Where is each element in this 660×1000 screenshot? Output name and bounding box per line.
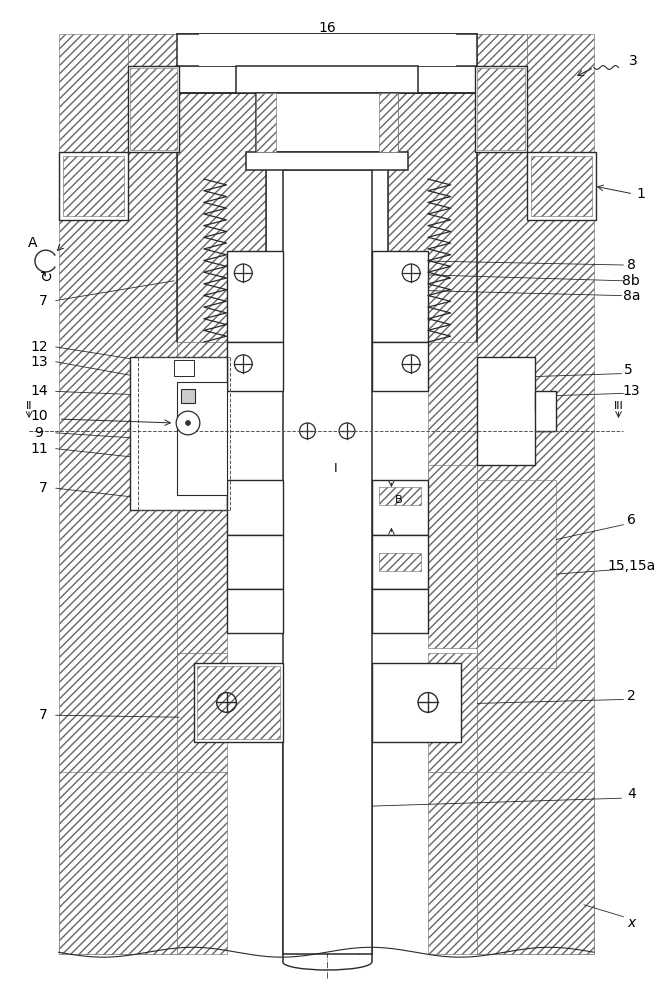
Circle shape — [185, 421, 191, 425]
Bar — [372, 342, 428, 391]
Bar — [428, 342, 477, 480]
Text: 9: 9 — [34, 426, 44, 440]
Text: 13: 13 — [30, 355, 48, 369]
Bar — [372, 589, 428, 633]
Text: B: B — [395, 495, 402, 505]
Bar — [372, 663, 461, 742]
Text: 8a: 8a — [622, 289, 640, 303]
Text: x: x — [627, 916, 636, 930]
Bar — [59, 772, 177, 954]
Bar — [130, 357, 194, 510]
Bar — [477, 772, 594, 954]
Bar — [226, 251, 282, 342]
Bar — [194, 663, 282, 742]
Text: 10: 10 — [30, 409, 48, 423]
Text: 15,15a: 15,15a — [607, 559, 655, 573]
Bar — [477, 34, 594, 954]
Bar — [226, 589, 282, 633]
Text: 11: 11 — [30, 442, 48, 456]
Bar — [177, 34, 477, 66]
Bar — [282, 170, 372, 954]
Bar — [177, 772, 226, 954]
Bar — [372, 251, 428, 342]
Bar — [372, 480, 428, 535]
Bar — [177, 342, 226, 480]
Text: II: II — [26, 401, 32, 411]
Bar — [372, 535, 428, 589]
Bar — [177, 653, 226, 772]
Bar — [477, 68, 525, 150]
Text: 13: 13 — [622, 384, 640, 398]
Text: III: III — [614, 401, 624, 411]
Bar — [177, 34, 477, 66]
Bar — [256, 93, 399, 152]
Bar — [475, 66, 527, 152]
Bar — [477, 357, 535, 465]
Bar — [59, 34, 177, 954]
Bar — [428, 653, 477, 772]
Bar — [379, 487, 421, 505]
Bar — [475, 34, 527, 93]
Text: 2: 2 — [627, 689, 636, 703]
Circle shape — [176, 411, 200, 435]
Bar — [236, 66, 418, 93]
Bar — [197, 666, 280, 739]
Bar — [177, 34, 477, 93]
Bar — [128, 34, 527, 93]
Text: A: A — [28, 236, 38, 250]
Bar — [389, 93, 477, 342]
Text: 5: 5 — [624, 363, 633, 377]
Bar — [256, 93, 276, 152]
Bar — [59, 152, 128, 220]
Bar — [63, 156, 124, 216]
Bar — [128, 66, 179, 152]
Bar — [428, 465, 477, 648]
Bar — [226, 480, 282, 535]
Text: 12: 12 — [30, 340, 48, 354]
Bar — [379, 93, 399, 152]
Bar — [128, 34, 179, 93]
Bar — [177, 93, 266, 342]
Bar — [226, 342, 282, 391]
Text: 14: 14 — [30, 384, 48, 398]
Text: 7: 7 — [38, 481, 48, 495]
Bar — [226, 535, 282, 589]
Text: 16: 16 — [318, 21, 336, 35]
Bar — [531, 156, 592, 216]
Bar — [59, 152, 128, 220]
Text: 8: 8 — [627, 258, 636, 272]
Bar — [130, 68, 177, 150]
Text: 6: 6 — [627, 513, 636, 527]
Text: 3: 3 — [629, 54, 638, 68]
Bar — [181, 389, 195, 403]
Bar — [177, 382, 226, 495]
Text: 7: 7 — [38, 294, 48, 308]
Polygon shape — [130, 357, 226, 510]
Text: ↻: ↻ — [40, 270, 52, 285]
Text: 1: 1 — [637, 187, 645, 201]
Bar — [428, 772, 477, 954]
Bar — [535, 391, 556, 431]
Text: I: I — [333, 462, 337, 475]
Bar — [174, 360, 194, 376]
Bar — [527, 152, 596, 220]
Bar — [379, 553, 421, 571]
Bar — [246, 152, 408, 170]
Text: 7: 7 — [38, 708, 48, 722]
Text: 8b: 8b — [622, 274, 640, 288]
Text: 4: 4 — [627, 787, 636, 801]
Bar — [177, 480, 226, 653]
Polygon shape — [477, 357, 554, 465]
Bar — [527, 152, 596, 220]
Bar — [199, 34, 455, 66]
Bar — [477, 480, 556, 668]
